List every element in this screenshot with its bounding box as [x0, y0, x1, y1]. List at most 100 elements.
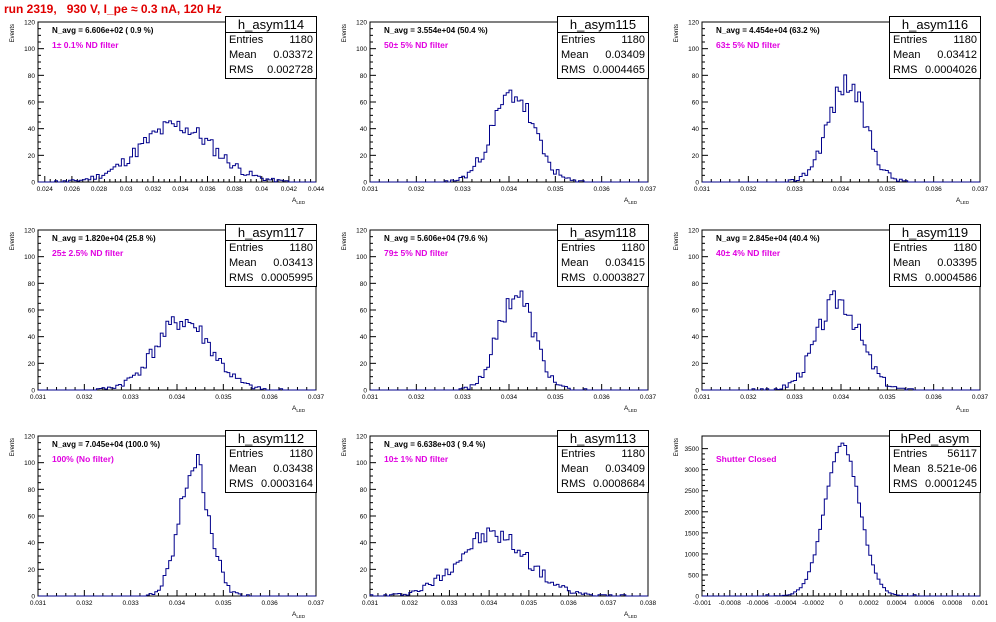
stats-row-rms: RMS 0.0005995: [226, 271, 316, 286]
x-tick-label: -0.001: [693, 600, 712, 607]
y-tick-label: 20: [692, 361, 700, 368]
y-axis-label: Events: [674, 232, 680, 250]
stats-row-mean: Mean 0.03438: [226, 462, 316, 477]
y-tick-label: 0: [31, 180, 35, 187]
stats-label: Mean: [561, 257, 589, 269]
y-tick-label: 80: [360, 281, 368, 288]
stats-value: 0.03372: [273, 49, 313, 61]
stats-box: h_asym112 Entries 1180 Mean 0.03438 RMS 0.0003…: [225, 430, 317, 493]
y-tick-label: 20: [692, 153, 700, 160]
y-tick-label: 3500: [685, 446, 700, 453]
x-tick-label: -0.0004: [774, 600, 796, 607]
x-tick-label: 0.001: [972, 600, 989, 607]
navg-caption: N_avg = 7.045e+04 (100.0 %): [52, 440, 160, 449]
y-tick-label: 60: [360, 308, 368, 315]
y-tick-label: 0: [363, 594, 367, 601]
y-tick-label: 40: [692, 126, 700, 133]
stats-row-rms: RMS 0.0003827: [558, 271, 648, 286]
run-title: run 2319, 930 V, I_pe ≈ 0.3 nA, 120 Hz: [4, 2, 222, 16]
filter-annotation: 1± 0.1% ND filter: [52, 40, 119, 50]
stats-label: Entries: [561, 448, 596, 460]
stats-row-mean: Mean 0.03415: [558, 256, 648, 271]
x-axis-label: ALED: [624, 611, 638, 619]
histogram-svg: 0.031 0.032 0.033 0.034 0.035 0.036 0.037 0 20 40…: [10, 228, 325, 414]
histogram-name: h_asym114: [226, 17, 316, 33]
x-axis-label: ALED: [624, 197, 638, 205]
x-tick-label: 0.038: [226, 186, 243, 193]
y-tick-label: 100: [688, 254, 699, 261]
x-tick-label: 0.036: [199, 186, 216, 193]
y-tick-label: 60: [692, 100, 700, 107]
x-tick-label: 0.03: [120, 186, 133, 193]
filter-annotation: 100% (No filter): [52, 454, 114, 464]
histogram-name: h_asym118: [558, 225, 648, 241]
stats-value: 8.521e-06: [927, 463, 977, 475]
x-tick-label: 0.032: [408, 394, 425, 401]
stats-box: h_asym118 Entries 1180 Mean 0.03415 RMS 0.0003…: [557, 224, 649, 287]
stats-row-mean: Mean 0.03372: [226, 48, 316, 63]
filter-annotation: Shutter Closed: [716, 454, 776, 464]
y-tick-label: 40: [28, 540, 36, 547]
x-tick-label: 0.0004: [887, 600, 907, 607]
x-tick-label: 0.034: [169, 394, 186, 401]
stats-row-mean: Mean 0.03409: [558, 462, 648, 477]
y-tick-label: 80: [28, 281, 36, 288]
y-tick-label: 20: [360, 361, 368, 368]
histogram-line: [38, 316, 316, 391]
histogram-panel-h_asym114: 0.024 0.026 0.028 0.03 0.032 0.034 0.036 0.038 0…: [0, 14, 332, 208]
y-tick-label: 100: [356, 254, 367, 261]
stats-value: 1180: [289, 242, 313, 254]
stats-label: Mean: [893, 257, 921, 269]
stats-value: 0.002728: [267, 64, 313, 76]
stats-row-mean: Mean 8.521e-06: [890, 462, 980, 477]
x-tick-label: 0.037: [308, 600, 325, 607]
filter-annotation: 25± 2.5% ND filter: [52, 248, 124, 258]
y-tick-label: 0: [695, 594, 699, 601]
stats-label: RMS: [561, 272, 586, 284]
stats-row-rms: RMS 0.0001245: [890, 477, 980, 492]
x-axis-label: ALED: [292, 197, 306, 205]
x-tick-label: 0.031: [362, 394, 379, 401]
histogram-panel-h_asym117: 0.031 0.032 0.033 0.034 0.035 0.036 0.037 0 20 40…: [0, 222, 332, 416]
x-tick-label: 0.034: [501, 394, 518, 401]
x-tick-label: 0.036: [926, 394, 943, 401]
y-tick-label: 100: [356, 46, 367, 53]
stats-value: 1180: [289, 448, 313, 460]
y-axis-label: Events: [342, 24, 348, 42]
x-tick-label: 0.035: [547, 394, 564, 401]
navg-caption: N_avg = 5.606e+04 (79.6 %): [384, 234, 488, 243]
stats-label: Mean: [561, 463, 589, 475]
histogram-line: [702, 74, 980, 183]
stats-row-mean: Mean 0.03395: [890, 256, 980, 271]
stats-label: RMS: [229, 272, 254, 284]
filter-annotation: 63± 5% ND filter: [716, 40, 781, 50]
y-axis-label: Events: [674, 24, 680, 42]
x-tick-label: 0.04: [255, 186, 268, 193]
navg-caption: N_avg = 4.454e+04 (63.2 %): [716, 26, 820, 35]
y-tick-label: 40: [360, 334, 368, 341]
stats-row-mean: Mean 0.03409: [558, 48, 648, 63]
y-tick-label: 500: [688, 572, 699, 579]
stats-box: h_asym113 Entries 1180 Mean 0.03409 RMS 0.0008…: [557, 430, 649, 493]
x-tick-label: 0.031: [694, 394, 711, 401]
histogram-name: h_asym119: [890, 225, 980, 241]
y-tick-label: 2000: [685, 509, 700, 516]
histogram-panel-h_asym118: 0.031 0.032 0.033 0.034 0.035 0.036 0.037 0 20 40…: [332, 222, 664, 416]
histogram-line: [702, 442, 980, 597]
stats-row-rms: RMS 0.0003164: [226, 477, 316, 492]
histogram-panel-h_asym113: 0.031 0.032 0.033 0.034 0.035 0.036 0.037 0.038…: [332, 428, 664, 622]
stats-box: h_asym117 Entries 1180 Mean 0.03413 RMS 0.0005…: [225, 224, 317, 287]
y-tick-label: 1000: [685, 551, 700, 558]
stats-row-entries: Entries 1180: [558, 33, 648, 48]
stats-value: 0.0004586: [925, 272, 977, 284]
stats-label: Mean: [229, 463, 257, 475]
y-tick-label: 120: [24, 228, 35, 235]
histogram-name: h_asym116: [890, 17, 980, 33]
stats-value: 0.0001245: [925, 478, 977, 490]
y-axis-label: Events: [342, 438, 348, 456]
histogram-name: h_asym117: [226, 225, 316, 241]
y-tick-label: 60: [692, 308, 700, 315]
x-tick-label: 0.026: [64, 186, 81, 193]
y-tick-label: 100: [688, 46, 699, 53]
